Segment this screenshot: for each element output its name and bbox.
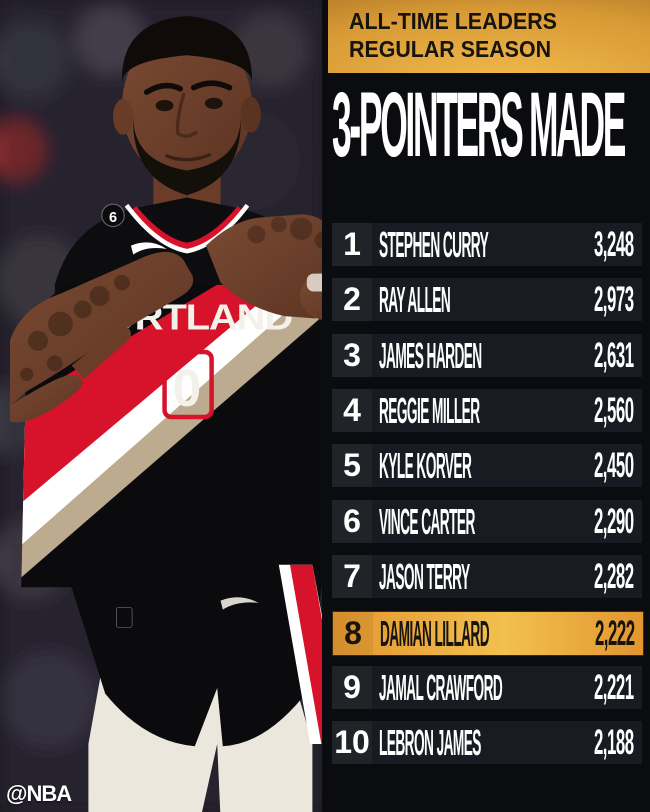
svg-text:6: 6: [109, 210, 117, 226]
svg-text:0: 0: [173, 359, 202, 417]
